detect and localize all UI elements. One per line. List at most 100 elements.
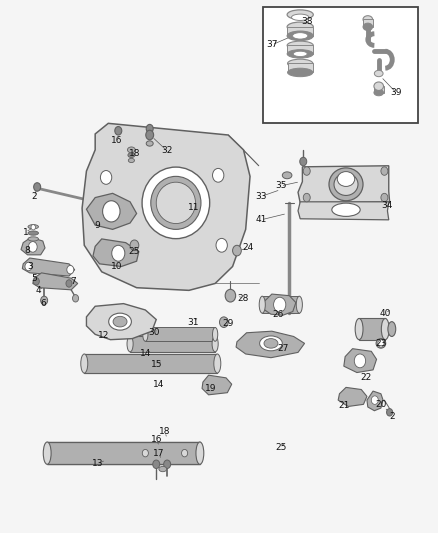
Text: 25: 25 (274, 443, 286, 453)
Circle shape (72, 295, 78, 302)
Ellipse shape (373, 82, 383, 91)
Circle shape (66, 280, 72, 287)
Circle shape (380, 193, 387, 202)
Ellipse shape (213, 354, 220, 373)
Circle shape (371, 396, 378, 405)
Polygon shape (86, 193, 136, 229)
Text: 20: 20 (374, 400, 386, 409)
Ellipse shape (156, 182, 195, 223)
Ellipse shape (374, 70, 382, 77)
Ellipse shape (263, 338, 277, 348)
Text: 13: 13 (92, 459, 103, 469)
Polygon shape (262, 294, 295, 316)
Circle shape (303, 193, 310, 202)
Ellipse shape (146, 141, 153, 146)
Polygon shape (21, 237, 45, 255)
Text: 22: 22 (359, 373, 371, 382)
Circle shape (212, 168, 223, 182)
Text: 28: 28 (237, 294, 249, 303)
Ellipse shape (286, 41, 313, 50)
Circle shape (112, 245, 124, 261)
Text: 41: 41 (254, 215, 266, 224)
Polygon shape (33, 273, 78, 290)
Text: 1: 1 (22, 228, 28, 237)
Ellipse shape (113, 317, 127, 327)
Text: 29: 29 (222, 319, 233, 328)
Circle shape (31, 224, 35, 230)
Polygon shape (82, 123, 250, 290)
Circle shape (353, 354, 365, 368)
Text: 32: 32 (161, 147, 173, 156)
Circle shape (120, 246, 131, 260)
Bar (261, 296, 299, 313)
Bar (373, 86, 383, 93)
Circle shape (145, 130, 153, 140)
Text: 14: 14 (139, 350, 151, 359)
Circle shape (219, 317, 228, 327)
Bar (84, 354, 217, 373)
Bar (286, 27, 313, 36)
Ellipse shape (212, 336, 218, 352)
Text: 33: 33 (254, 192, 266, 201)
Bar (358, 318, 385, 340)
Ellipse shape (286, 50, 313, 58)
Text: 18: 18 (159, 427, 170, 437)
Ellipse shape (212, 327, 217, 341)
Circle shape (142, 449, 148, 457)
Polygon shape (86, 304, 156, 340)
Polygon shape (337, 387, 366, 407)
Ellipse shape (286, 10, 313, 19)
Text: 25: 25 (128, 247, 140, 256)
Ellipse shape (142, 327, 148, 341)
Circle shape (225, 289, 235, 302)
Ellipse shape (128, 158, 134, 163)
Text: 6: 6 (40, 299, 46, 308)
Text: 26: 26 (272, 310, 283, 319)
Text: 40: 40 (379, 309, 390, 318)
Text: 5: 5 (31, 273, 37, 282)
Ellipse shape (375, 338, 385, 348)
Bar (287, 63, 312, 72)
Polygon shape (22, 258, 74, 276)
Text: 7: 7 (71, 277, 76, 286)
Text: 39: 39 (389, 88, 401, 97)
Circle shape (33, 278, 39, 285)
Polygon shape (297, 202, 388, 220)
Ellipse shape (387, 321, 395, 336)
Text: 12: 12 (98, 331, 110, 340)
Polygon shape (236, 331, 304, 358)
Polygon shape (366, 391, 382, 411)
Ellipse shape (354, 318, 362, 340)
Ellipse shape (286, 31, 313, 41)
Circle shape (146, 124, 153, 133)
Text: 34: 34 (381, 201, 392, 210)
Text: 11: 11 (187, 203, 198, 212)
Ellipse shape (292, 33, 307, 39)
Text: 27: 27 (276, 344, 288, 353)
Circle shape (25, 262, 32, 271)
Circle shape (67, 265, 74, 274)
Circle shape (380, 167, 387, 175)
Ellipse shape (28, 237, 39, 241)
Ellipse shape (150, 176, 201, 229)
Text: 24: 24 (242, 244, 253, 253)
Text: 8: 8 (25, 246, 30, 255)
Polygon shape (343, 349, 376, 373)
Text: 16: 16 (111, 136, 123, 145)
Bar (286, 45, 313, 54)
Text: 30: 30 (148, 328, 159, 337)
Text: 17: 17 (152, 449, 164, 458)
Ellipse shape (293, 51, 307, 56)
Ellipse shape (381, 318, 389, 340)
Polygon shape (201, 375, 231, 395)
Ellipse shape (258, 296, 265, 313)
Circle shape (273, 297, 285, 312)
Ellipse shape (362, 15, 372, 23)
Ellipse shape (195, 442, 203, 464)
Polygon shape (297, 166, 389, 203)
Ellipse shape (127, 153, 134, 158)
Ellipse shape (142, 167, 209, 239)
Text: 16: 16 (150, 435, 162, 445)
Text: 3: 3 (27, 262, 32, 271)
Ellipse shape (296, 296, 302, 313)
